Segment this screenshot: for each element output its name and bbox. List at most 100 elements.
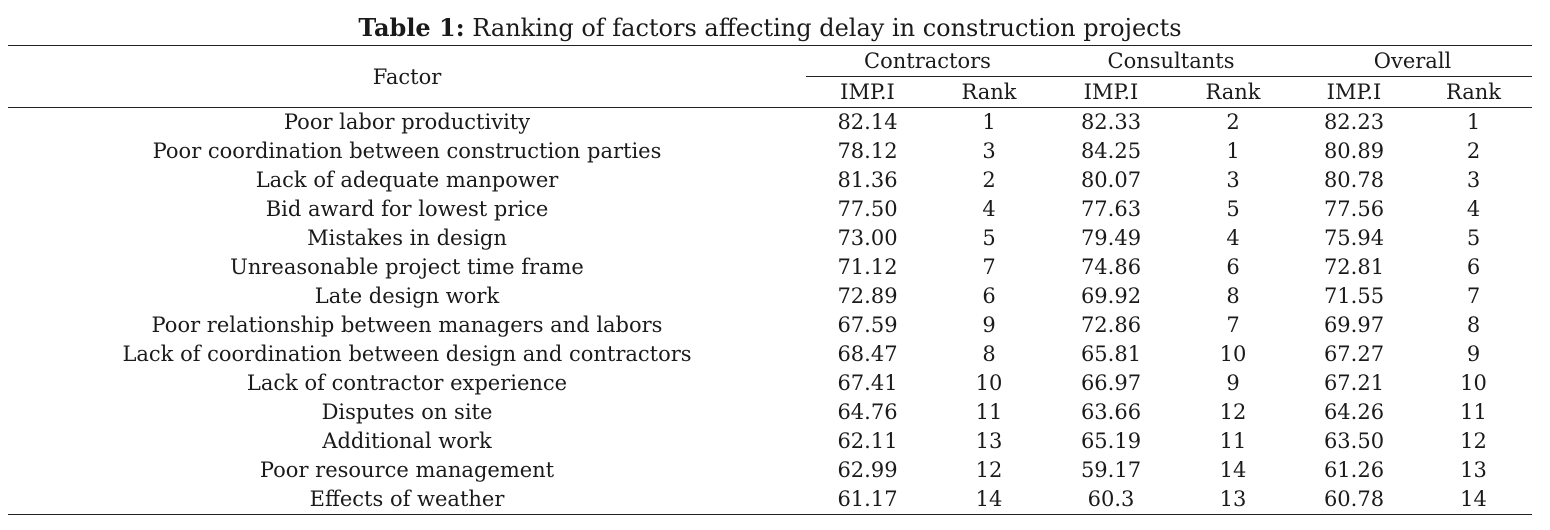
factor-cell: Late design work [314, 284, 500, 308]
subheader-contractors-impi: IMP.I [806, 76, 929, 108]
column-header-factor: Factor [8, 45, 806, 108]
factor-cell: Effects of weather [8, 485, 806, 515]
overall-rank-cell: 12 [1460, 429, 1487, 453]
contractors-rank-cell: 14 [929, 485, 1049, 515]
consultants-rank-cell: 1 [1226, 139, 1240, 163]
consultants-impi-cell: 84.25 [1080, 139, 1142, 163]
overall-rank-cell: 13 [1460, 458, 1487, 482]
overall-impi-cell: 75.94 [1323, 226, 1385, 250]
consultants-rank-cell: 8 [1226, 284, 1240, 308]
contractors-impi-cell: 78.12 [837, 139, 898, 163]
contractors-rank-cell: 9 [982, 313, 996, 337]
table-row: Poor resource management 62.99 12 59.17 14 61… [8, 456, 1532, 485]
contractors-rank-cell: 1 [982, 110, 996, 134]
table-row: Lack of adequate manpower 81.36 2 80.07 3 80.… [8, 166, 1532, 195]
table-row: Lack of coordination between design and … [8, 340, 1532, 369]
contractors-rank-cell: 8 [982, 342, 996, 366]
subheader-consultants-rank: Rank [1173, 76, 1293, 108]
contractors-impi-cell: 73.00 [837, 226, 898, 250]
overall-impi-cell: 80.78 [1323, 168, 1385, 192]
ranking-table: Factor Contractors Consultants Overall I… [8, 45, 1532, 515]
consultants-rank-cell: 10 [1219, 342, 1247, 366]
overall-rank-cell: 14 [1415, 485, 1532, 515]
table-row: Mistakes in design 73.00 5 79.49 4 75.94 5 [8, 224, 1532, 253]
overall-rank-cell: 10 [1460, 371, 1487, 395]
consultants-impi-cell: 80.07 [1080, 168, 1142, 192]
group-header-overall: Overall [1293, 45, 1532, 77]
overall-rank-cell: 4 [1466, 197, 1481, 221]
overall-impi-cell: 64.26 [1323, 400, 1385, 424]
contractors-impi-cell: 81.36 [837, 168, 898, 192]
contractors-rank-cell: 6 [982, 284, 996, 308]
table-row: Disputes on site 64.76 11 63.66 12 64.26 11 [8, 398, 1532, 427]
overall-impi-cell: 69.97 [1323, 313, 1385, 337]
subheader-contractors-rank: Rank [929, 76, 1049, 108]
consultants-rank-cell: 5 [1226, 197, 1240, 221]
consultants-impi-cell: 79.49 [1080, 226, 1142, 250]
contractors-impi-cell: 82.14 [837, 110, 898, 134]
contractors-impi-cell: 71.12 [837, 255, 898, 279]
factor-cell: Bid award for lowest price [265, 197, 549, 221]
consultants-rank-cell: 9 [1226, 371, 1240, 395]
contractors-rank-cell: 10 [975, 371, 1003, 395]
consultants-impi-cell: 59.17 [1080, 458, 1142, 482]
consultants-rank-cell: 2 [1226, 110, 1240, 134]
factor-cell: Lack of contractor experience [246, 371, 568, 395]
overall-impi-cell: 82.23 [1323, 110, 1385, 134]
factor-cell: Unreasonable project time frame [230, 255, 584, 279]
consultants-impi-cell: 63.66 [1080, 400, 1142, 424]
contractors-impi-cell: 62.11 [837, 429, 898, 453]
overall-impi-cell: 72.81 [1323, 255, 1385, 279]
group-header-consultants: Consultants [1049, 45, 1293, 77]
table-row: Late design work 72.89 6 69.92 8 71.55 7 [8, 282, 1532, 311]
factor-cell: Lack of coordination between design and … [122, 342, 692, 366]
contractors-rank-cell: 7 [982, 255, 996, 279]
contractors-rank-cell: 5 [982, 226, 996, 250]
factor-cell: Poor relationship between managers and l… [151, 313, 663, 337]
subheader-overall-rank: Rank [1415, 76, 1532, 108]
overall-rank-cell: 3 [1466, 168, 1481, 192]
table-row: Effects of weather 61.17 14 60.3 13 60.78 14 [8, 485, 1532, 515]
overall-impi-cell: 60.78 [1293, 485, 1415, 515]
consultants-rank-cell: 14 [1219, 458, 1247, 482]
contractors-impi-cell: 77.50 [837, 197, 898, 221]
consultants-rank-cell: 13 [1173, 485, 1293, 515]
table-row: Lack of contractor experience 67.41 10 66.9… [8, 369, 1532, 398]
contractors-impi-cell: 62.99 [837, 458, 898, 482]
overall-impi-cell: 67.21 [1323, 371, 1385, 395]
overall-rank-cell: 7 [1466, 284, 1481, 308]
consultants-impi-cell: 72.86 [1080, 313, 1142, 337]
contractors-rank-cell: 12 [975, 458, 1003, 482]
subheader-overall-impi: IMP.I [1293, 76, 1415, 108]
consultants-rank-cell: 7 [1226, 313, 1240, 337]
factor-cell: Lack of adequate manpower [255, 168, 559, 192]
overall-rank-cell: 2 [1466, 139, 1481, 163]
consultants-impi-cell: 65.19 [1080, 429, 1142, 453]
overall-rank-cell: 1 [1466, 110, 1481, 134]
consultants-impi-cell: 74.86 [1080, 255, 1142, 279]
overall-impi-cell: 80.89 [1323, 139, 1385, 163]
contractors-impi-cell: 67.41 [837, 371, 898, 395]
consultants-impi-cell: 60.3 [1049, 485, 1173, 515]
consultants-rank-cell: 3 [1226, 168, 1240, 192]
consultants-rank-cell: 12 [1219, 400, 1247, 424]
factor-cell: Disputes on site [321, 400, 493, 424]
consultants-impi-cell: 82.33 [1080, 110, 1142, 134]
table-row: Poor labor productivity 82.14 1 82.33 2 82.23… [8, 108, 1532, 138]
contractors-impi-cell: 68.47 [837, 342, 898, 366]
table-caption-text: Ranking of factors affecting delay in co… [472, 14, 1182, 42]
overall-rank-cell: 8 [1466, 313, 1481, 337]
consultants-rank-cell: 4 [1226, 226, 1240, 250]
overall-impi-cell: 71.55 [1323, 284, 1385, 308]
table-row: Poor relationship between managers and l… [8, 311, 1532, 340]
overall-rank-cell: 6 [1466, 255, 1481, 279]
contractors-rank-cell: 2 [982, 168, 996, 192]
factor-cell: Poor resource management [259, 458, 555, 482]
contractors-impi-cell: 67.59 [837, 313, 898, 337]
overall-rank-cell: 9 [1466, 342, 1481, 366]
table-row: Unreasonable project time frame 71.12 7 74.… [8, 253, 1532, 282]
table-row: Poor coordination between construction p… [8, 137, 1532, 166]
table-caption-label: Table 1: [358, 13, 465, 42]
consultants-rank-cell: 11 [1219, 429, 1247, 453]
table-body: Poor labor productivity 82.14 1 82.33 2 82.23… [8, 108, 1532, 515]
